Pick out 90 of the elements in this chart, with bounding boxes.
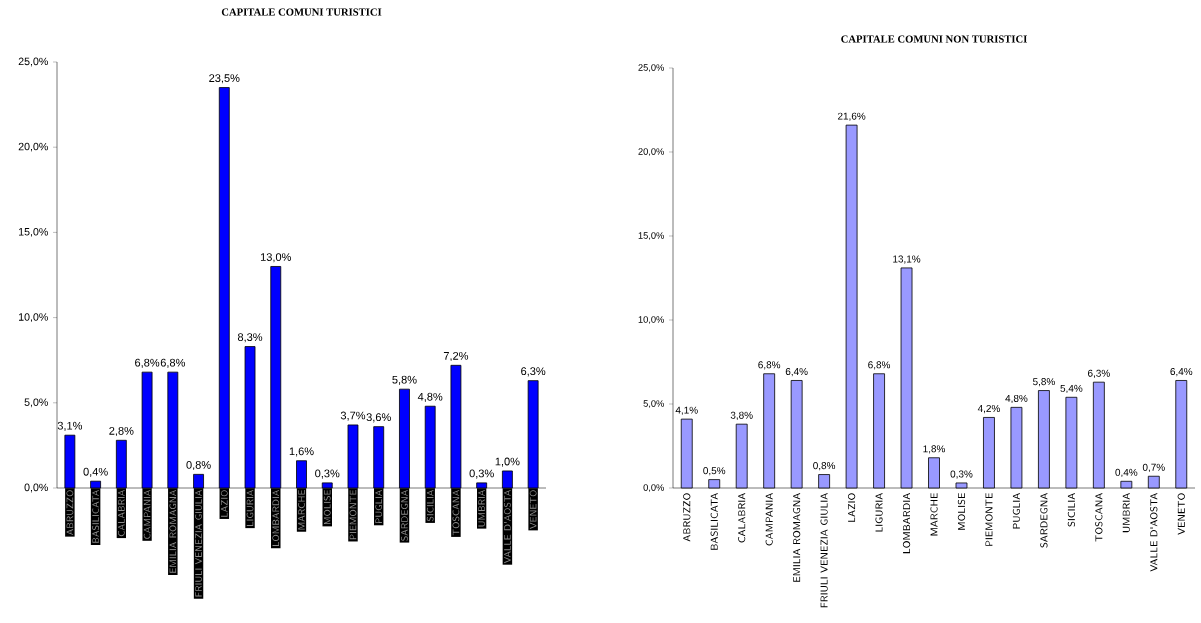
x-tick-label: LAZIO bbox=[220, 490, 228, 517]
data-label: 0,8% bbox=[813, 462, 836, 471]
x-tick-label: VENETO bbox=[1177, 493, 1185, 535]
y-tick-label: 10,0% bbox=[638, 316, 664, 324]
data-label: 4,1% bbox=[675, 406, 698, 415]
data-label: 3,6% bbox=[366, 413, 391, 423]
x-tick-label: PUGLIA bbox=[1012, 493, 1021, 529]
x-tick-label: CAMPANIA bbox=[765, 493, 773, 546]
data-label: 5,4% bbox=[1060, 384, 1083, 394]
x-tick-label: SICILIA bbox=[1067, 493, 1076, 527]
x-tick-label: LIGURIA bbox=[246, 489, 254, 526]
x-tick-label: CAMPANIA bbox=[143, 489, 151, 539]
data-label: 6,4% bbox=[785, 367, 808, 377]
x-tick-label: LOMBARDIA bbox=[272, 489, 280, 547]
data-label: 4,2% bbox=[977, 404, 1000, 414]
y-tick-label: 25,0% bbox=[638, 64, 664, 72]
y-tick-label: 15,0% bbox=[19, 228, 48, 237]
x-tick-label: MOLISE bbox=[323, 490, 331, 525]
data-label: 23,5% bbox=[209, 74, 240, 84]
x-tick-label: TOSCANA bbox=[452, 489, 460, 536]
x-tick-label: MOLISE bbox=[957, 493, 966, 530]
data-label: 3,7% bbox=[340, 411, 366, 421]
data-label: 0,4% bbox=[83, 467, 108, 477]
y-tick-label: 20,0% bbox=[18, 142, 48, 152]
x-tick-label: SARDEGNA bbox=[401, 489, 408, 541]
y-tick-label: 15,0% bbox=[638, 232, 664, 240]
x-tick-label: PIEMONTE bbox=[349, 490, 357, 540]
x-tick-label: BASILICATA bbox=[92, 489, 100, 543]
y-tick-label: 5,0% bbox=[643, 400, 664, 408]
data-label: 13,0% bbox=[260, 253, 292, 263]
y-tick-label: 0,0% bbox=[643, 484, 664, 492]
data-label: 5,8% bbox=[1032, 378, 1055, 387]
data-label: 2,8% bbox=[109, 426, 134, 437]
data-label: 0,3% bbox=[950, 470, 973, 479]
y-tick-label: 0,0% bbox=[24, 483, 48, 493]
y-tick-label: 25,0% bbox=[18, 57, 48, 67]
x-tick-label: CALABRIA bbox=[738, 493, 746, 543]
data-label: 1,0% bbox=[495, 457, 520, 467]
x-tick-label: LOMBARDIA bbox=[902, 493, 911, 554]
x-tick-label: MARCHE bbox=[930, 493, 938, 536]
x-tick-label: FRIULI VENEZIA GIULIA bbox=[820, 493, 828, 608]
x-tick-label: EMILIA ROMAGNA bbox=[169, 489, 177, 573]
data-label: 21,6% bbox=[837, 112, 866, 121]
x-tick-label: ABRUZZO bbox=[66, 490, 74, 536]
x-tick-label: VENETO bbox=[529, 490, 537, 529]
x-tick-label: EMILIA ROMAGNA bbox=[792, 493, 801, 582]
data-label: 0,7% bbox=[1142, 463, 1165, 472]
data-label: 1,8% bbox=[923, 445, 946, 454]
data-label: 0,3% bbox=[469, 469, 494, 479]
x-tick-label: BASILICATA bbox=[710, 493, 718, 550]
data-label: 0,4% bbox=[1115, 468, 1138, 478]
x-tick-label: SARDEGNA bbox=[1040, 493, 1048, 548]
x-tick-label: LAZIO bbox=[847, 493, 856, 522]
y-tick-label: 10,0% bbox=[19, 313, 48, 322]
data-label: 6,8% bbox=[160, 358, 185, 368]
y-tick-label: 5,0% bbox=[24, 398, 48, 408]
x-tick-label: MARCHE bbox=[298, 490, 305, 530]
data-label: 7,2% bbox=[443, 351, 469, 362]
data-label: 6,8% bbox=[868, 361, 891, 370]
data-label: 0,8% bbox=[186, 461, 211, 471]
data-label: 0,5% bbox=[703, 467, 726, 476]
data-label: 6,4% bbox=[1170, 367, 1193, 377]
chart-title: CAPITALE COMUNI TURISTICI bbox=[221, 8, 382, 16]
data-label: 1,6% bbox=[289, 447, 314, 457]
chart-title: CAPITALE COMUNI NON TURISTICI bbox=[841, 35, 1027, 43]
data-label: 4,8% bbox=[417, 392, 443, 402]
data-label: 0,3% bbox=[315, 469, 340, 479]
x-tick-label: PUGLIA bbox=[375, 489, 383, 524]
x-tick-label: FRIULI VENEZIA GIULIA bbox=[195, 489, 202, 597]
data-label: 3,8% bbox=[730, 411, 753, 420]
x-tick-label: SICILIA bbox=[426, 489, 434, 522]
data-label: 5,8% bbox=[392, 375, 417, 385]
x-tick-label: TOSCANA bbox=[1095, 493, 1103, 542]
y-tick-label: 20,0% bbox=[638, 148, 664, 156]
data-label: 4,8% bbox=[1005, 394, 1028, 404]
data-label: 6,8% bbox=[135, 358, 160, 368]
x-tick-label: ABRUZZO bbox=[683, 493, 691, 542]
x-tick-label: VALLE D'AOSTA bbox=[503, 489, 511, 564]
data-label: 6,3% bbox=[521, 367, 546, 377]
data-label: 6,3% bbox=[1088, 369, 1110, 378]
data-label: 8,3% bbox=[237, 333, 263, 343]
x-tick-label: UMBRIA bbox=[478, 489, 485, 527]
x-tick-label: PIEMONTE bbox=[985, 493, 993, 546]
data-label: 13,1% bbox=[893, 255, 921, 264]
x-tick-label: UMBRIA bbox=[1122, 493, 1130, 533]
x-tick-label: VALLE D'AOSTA bbox=[1150, 493, 1158, 572]
x-tick-label: LIGURIA bbox=[875, 493, 883, 532]
data-label: 3,1% bbox=[57, 421, 83, 431]
data-label: 6,8% bbox=[758, 361, 781, 370]
x-tick-label: CALABRIA bbox=[118, 489, 125, 537]
